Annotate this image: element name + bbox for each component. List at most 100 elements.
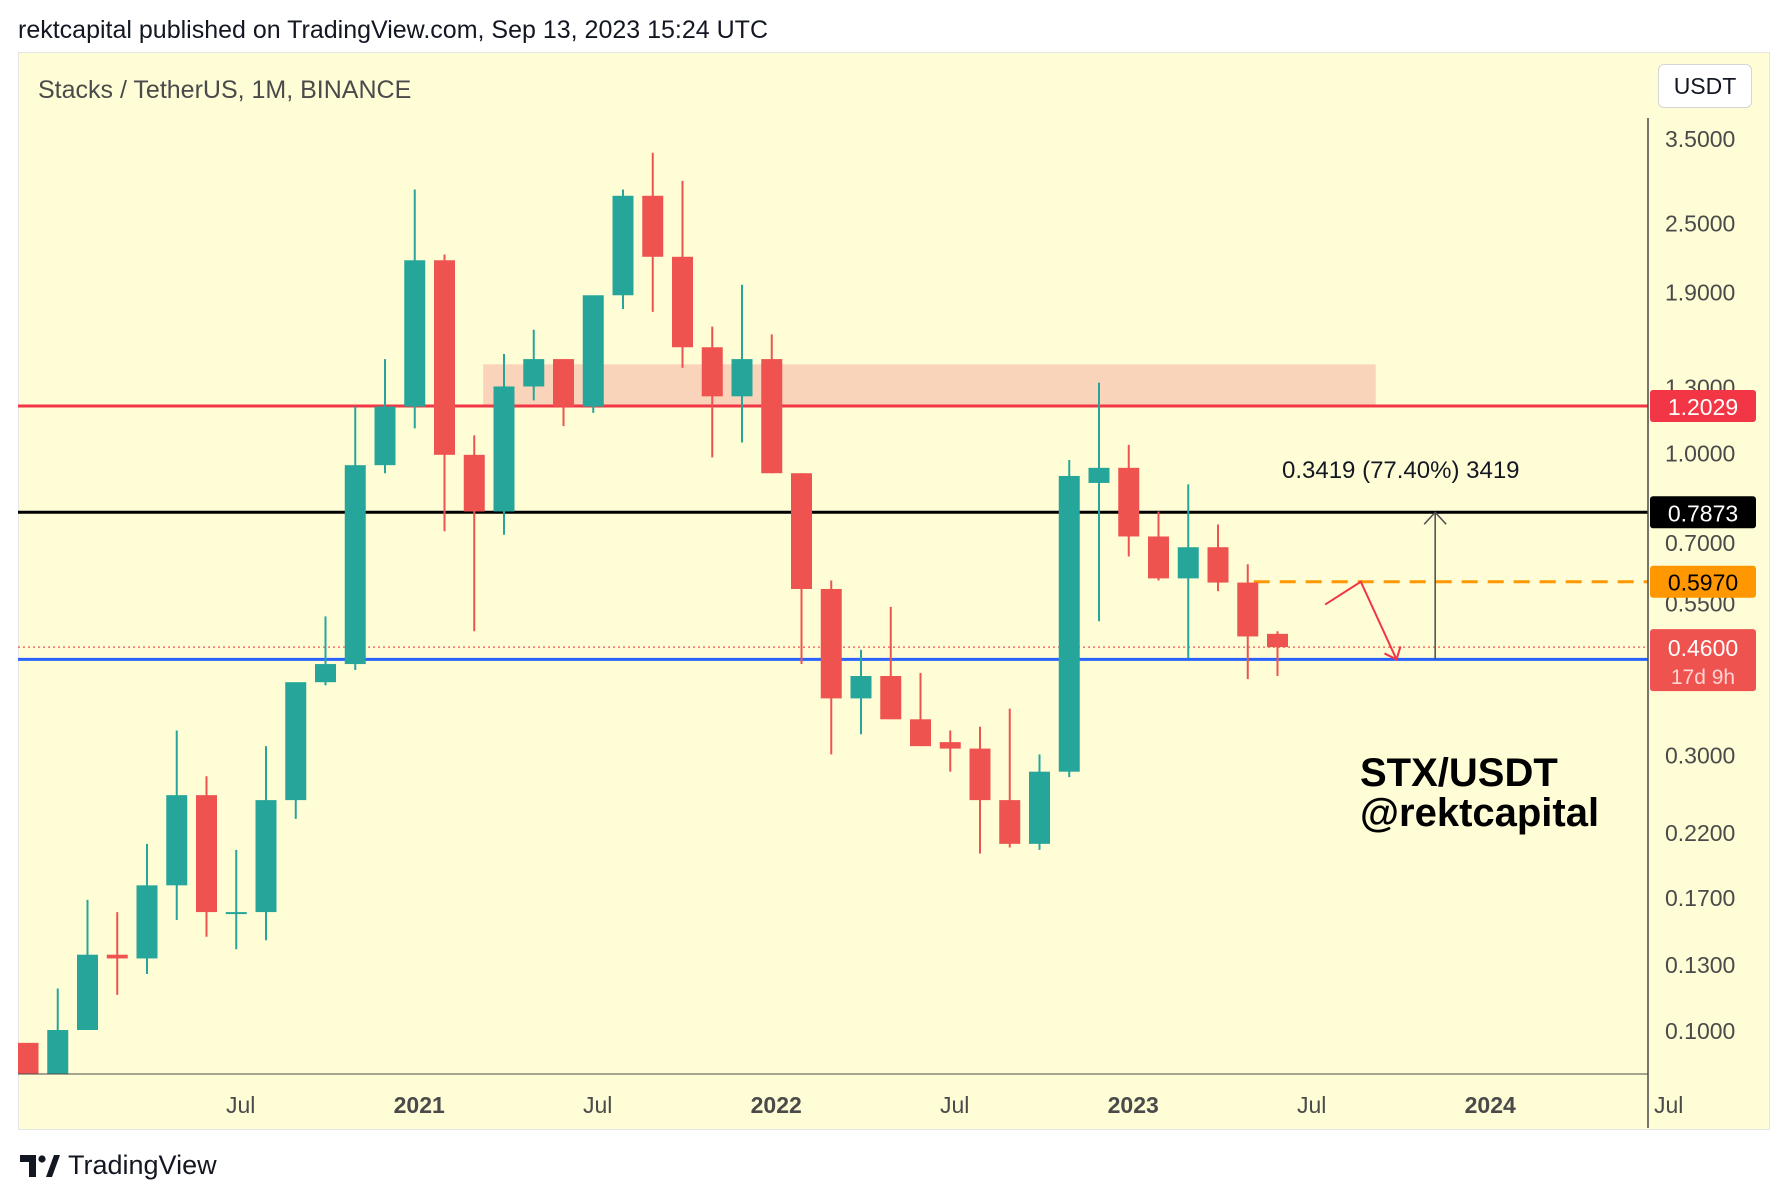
candle-15 — [463, 435, 485, 632]
x-tick-label: 2021 — [394, 1092, 445, 1118]
y-tick-label: 0.7000 — [1665, 530, 1735, 556]
x-tick-label: Jul — [940, 1092, 969, 1118]
price-tag-current-text: 0.4600 — [1668, 635, 1738, 661]
candle-body — [523, 359, 545, 387]
price-tag-0-7873-bg — [1650, 496, 1756, 529]
watermark-author: @rektcapital — [1360, 791, 1599, 835]
candle-body — [1118, 467, 1140, 537]
watermark-pair: STX/USDT — [1360, 751, 1558, 795]
candle-body — [225, 912, 247, 915]
candle-body — [1267, 633, 1288, 648]
candle-7 — [225, 849, 247, 950]
price-tag-1-2029-text: 1.2029 — [1668, 394, 1738, 420]
candle-39 — [1177, 484, 1199, 659]
publish-header: rektcapital published on TradingView.com… — [18, 16, 768, 44]
price-tag-0-5970-bg — [1650, 565, 1756, 598]
y-tick-label: 0.2200 — [1665, 820, 1735, 846]
candle-body — [47, 1030, 69, 1074]
candle-body — [463, 454, 485, 512]
candle-body — [136, 885, 158, 959]
chart-panel[interactable] — [18, 52, 1770, 1130]
candle-2 — [77, 899, 98, 1030]
candle-body — [999, 800, 1021, 844]
candle-body — [1058, 475, 1080, 772]
candle-5 — [166, 730, 188, 921]
candle-21 — [642, 152, 664, 312]
tradingview-logo[interactable]: TradingView — [20, 1150, 217, 1181]
candle-12 — [374, 359, 396, 474]
projected-arrowhead — [1384, 646, 1402, 661]
x-tick-label: 2022 — [751, 1092, 802, 1118]
candle-body — [553, 359, 574, 407]
price-tag-current-bg — [1650, 629, 1756, 692]
candle-body — [374, 406, 396, 466]
candle-body — [404, 260, 426, 407]
candle-24 — [731, 284, 753, 443]
candle-22 — [672, 180, 693, 368]
x-tick-label: 2023 — [1108, 1092, 1159, 1118]
candle-body — [255, 800, 277, 913]
resistance-zone — [483, 364, 1376, 406]
candle-32 — [969, 726, 991, 854]
candle-42 — [1267, 631, 1288, 676]
candle-body — [969, 748, 991, 801]
x-tick-label: Jul — [1297, 1092, 1326, 1118]
currency-button[interactable]: USDT — [1658, 64, 1752, 108]
candle-body — [820, 588, 842, 699]
y-tick-label: 3.5000 — [1665, 126, 1735, 152]
measure-arrowhead — [1423, 511, 1447, 525]
candle-37 — [1118, 444, 1140, 557]
x-tick-label: Jul — [226, 1092, 255, 1118]
candle-36 — [1088, 382, 1110, 622]
candle-body — [910, 719, 931, 747]
candle-29 — [880, 606, 902, 720]
candle-body — [642, 195, 664, 257]
y-tick-label: 1.9000 — [1665, 279, 1735, 305]
candle-4 — [136, 843, 158, 975]
candle-30 — [910, 672, 931, 747]
candle-body — [701, 347, 723, 397]
candle-41 — [1237, 564, 1259, 680]
price-tag-0-7873: 0.7873 — [1650, 496, 1756, 529]
candle-35 — [1058, 459, 1080, 778]
candle-body — [672, 256, 693, 348]
candle-13 — [404, 189, 426, 429]
candle-body — [18, 1042, 39, 1074]
candle-body — [106, 954, 128, 959]
candle-40 — [1207, 524, 1229, 592]
bar-countdown: 17d 9h — [1671, 666, 1735, 689]
candle-26 — [791, 473, 812, 665]
y-tick-label: 0.1700 — [1665, 885, 1735, 911]
candle-body — [1177, 547, 1199, 579]
y-tick-label: 1.0000 — [1665, 440, 1735, 466]
candle-body — [1088, 467, 1110, 483]
candle-17 — [523, 329, 545, 401]
candle-34 — [1029, 754, 1050, 850]
candle-body — [166, 795, 188, 886]
candle-1 — [47, 988, 69, 1074]
candle-body — [344, 465, 366, 665]
candle-11 — [344, 406, 366, 670]
x-tick-label: Jul — [583, 1092, 612, 1118]
price-tag-0-5970-text: 0.5970 — [1668, 570, 1738, 596]
candle-body — [1029, 771, 1050, 844]
y-tick-label: 0.1000 — [1665, 1018, 1735, 1044]
candle-body — [880, 675, 902, 720]
tradingview-logo-icon — [20, 1154, 60, 1177]
candle-14 — [434, 254, 455, 532]
candle-body — [77, 954, 98, 1030]
y-tick-label: 2.5000 — [1665, 210, 1735, 236]
y-tick-label: 0.3000 — [1665, 742, 1735, 768]
tradingview-logo-text: TradingView — [68, 1150, 217, 1180]
candle-body — [315, 664, 336, 683]
candle-8 — [255, 746, 277, 941]
price-tag-1-2029: 1.2029 — [1650, 389, 1756, 422]
candle-body — [1237, 582, 1259, 637]
candle-body — [1148, 536, 1169, 579]
candle-body — [434, 260, 455, 455]
price-tag-current: 0.4600 17d 9h — [1650, 629, 1756, 692]
candle-body — [850, 675, 872, 699]
candle-body — [791, 473, 812, 589]
candle-body — [939, 742, 961, 749]
